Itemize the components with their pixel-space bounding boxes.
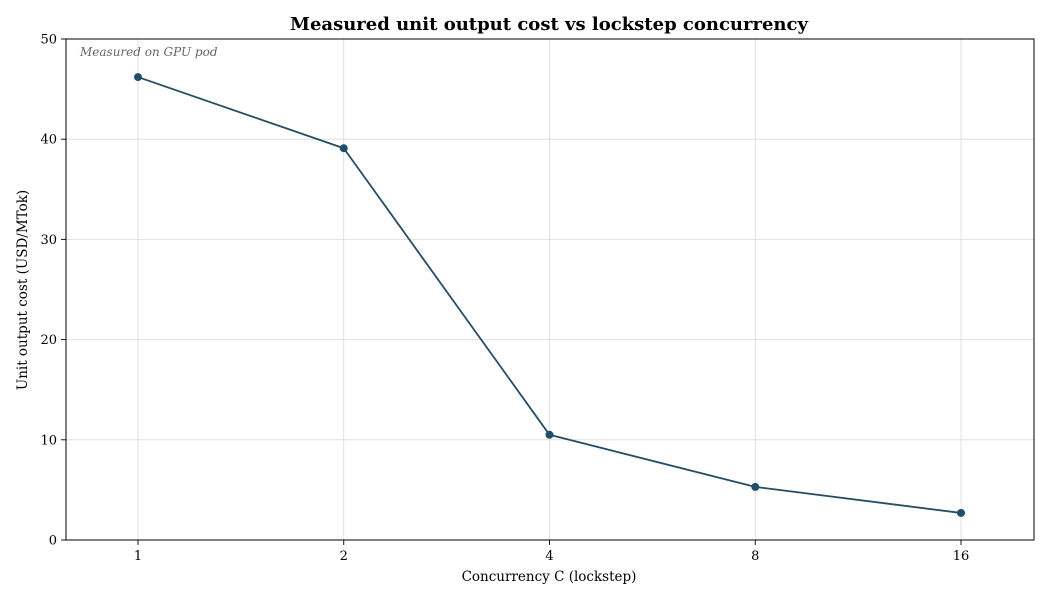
data-point xyxy=(339,144,348,153)
chart-annotation: Measured on GPU pod xyxy=(79,45,218,59)
x-tick-label: 8 xyxy=(751,549,759,564)
plot-frame xyxy=(65,38,1035,541)
y-tick-label: 50 xyxy=(40,33,57,48)
y-tick-label: 40 xyxy=(40,133,57,148)
y-axis-label: Unit output cost (USD/MTok) xyxy=(15,190,31,390)
x-tick-label: 2 xyxy=(340,549,348,564)
grid xyxy=(66,39,1034,540)
y-tick-label: 30 xyxy=(40,233,57,248)
x-tick-label: 16 xyxy=(953,549,970,564)
x-tick-label: 1 xyxy=(134,549,142,564)
plot-border xyxy=(65,38,1035,541)
data-point xyxy=(545,430,554,439)
chart-title: Measured unit output cost vs lockstep co… xyxy=(290,14,808,35)
data-point xyxy=(957,508,965,517)
y-tick-label: 20 xyxy=(40,333,57,348)
y-tick-label: 10 xyxy=(40,433,57,448)
x-tick-label: 4 xyxy=(545,549,553,564)
series-layer xyxy=(134,73,965,517)
data-point xyxy=(134,73,142,82)
y-tick-label: 0 xyxy=(49,534,57,549)
x-axis-label: Concurrency C (lockstep) xyxy=(462,569,637,585)
data-point xyxy=(751,482,760,491)
ticks: 1 2 4 8 16 0 10 20 30 40 50 xyxy=(40,33,969,565)
